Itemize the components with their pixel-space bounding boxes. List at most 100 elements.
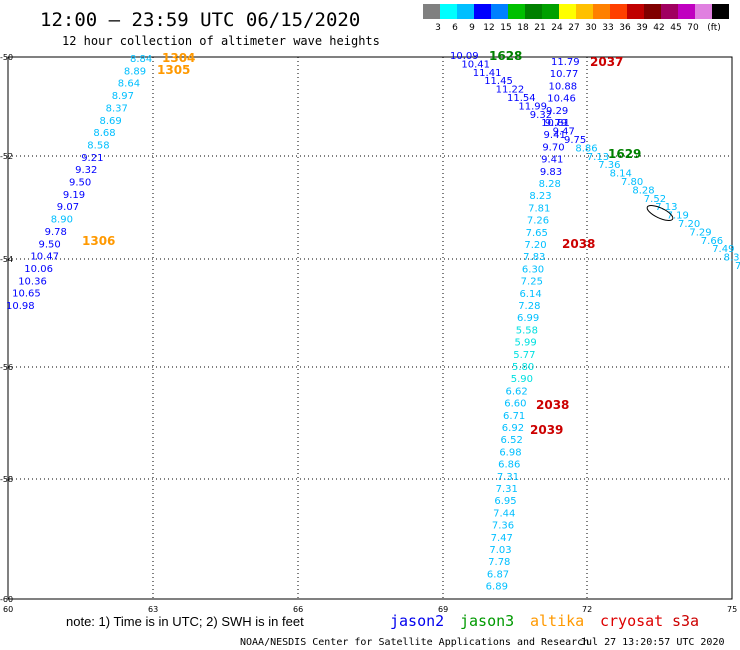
footer-credit: NOAA/NESDIS Center for Satellite Applica… bbox=[240, 637, 589, 648]
legend-label: 33 bbox=[602, 23, 613, 33]
legend-swatch bbox=[559, 4, 576, 19]
satellite-tracks: 8.848.898.648.978.378.698.688.589.219.32… bbox=[6, 49, 740, 593]
wave-height-value: 9.50 bbox=[39, 239, 61, 250]
wave-height-value: 6.52 bbox=[501, 435, 523, 446]
x-tick-label: 60 bbox=[3, 605, 13, 614]
wave-height-value: 7.29 bbox=[689, 227, 711, 238]
track-marker-icon bbox=[646, 205, 674, 221]
wave-height-value: 7.81 bbox=[528, 203, 550, 214]
wave-height-value: 9.19 bbox=[63, 190, 85, 201]
x-tick-label: 69 bbox=[438, 605, 448, 614]
legend-label: 39 bbox=[636, 23, 648, 33]
wave-height-value: 8.69 bbox=[100, 116, 122, 127]
legend-swatch bbox=[593, 4, 610, 19]
time-label: 2038 bbox=[562, 237, 595, 251]
map-title: 12:00 – 23:59 UTC 06/15/2020 bbox=[40, 9, 360, 31]
wave-height-value: 5.58 bbox=[516, 325, 538, 336]
wave-height-value: 9.21 bbox=[81, 153, 103, 164]
wave-height-value: 7.8 bbox=[735, 261, 740, 272]
track-diag: 10.0910.4111.4111.4511.2211.5411.999.321… bbox=[450, 49, 740, 272]
wave-height-value: 7.66 bbox=[701, 236, 723, 247]
axis-tick-labels: 60 63 66 69 72 75 -50 -52 -54 -56 -58 -60 bbox=[0, 53, 737, 614]
wave-height-value: 8.90 bbox=[51, 215, 73, 226]
mission-s3a: s3a bbox=[672, 612, 699, 630]
legend-swatch bbox=[457, 4, 474, 19]
wave-height-value: 9.47 bbox=[553, 127, 575, 138]
time-label: 1305 bbox=[157, 63, 190, 77]
wave-height-value: 7.13 bbox=[587, 152, 609, 163]
wave-height-value: 7.49 bbox=[712, 244, 734, 255]
wave-height-value: 7.44 bbox=[493, 508, 515, 519]
legend-label: 30 bbox=[585, 23, 597, 33]
wave-height-value: 6.30 bbox=[522, 264, 544, 275]
wave-height-value: 5.99 bbox=[514, 338, 536, 349]
time-label: 2037 bbox=[590, 55, 623, 69]
wave-height-value: 7.36 bbox=[598, 160, 620, 171]
wave-height-value: 5.77 bbox=[513, 350, 535, 361]
legend-label: 6 bbox=[452, 23, 458, 33]
wave-height-value: 8.37 bbox=[106, 103, 128, 114]
wave-height-value: 7.65 bbox=[526, 228, 548, 239]
legend-swatch bbox=[661, 4, 678, 19]
legend-swatch bbox=[712, 4, 729, 19]
legend-label: 21 bbox=[534, 23, 545, 33]
wave-height-value: 8.84 bbox=[130, 54, 152, 65]
time-label: 1629 bbox=[608, 147, 641, 161]
legend-label: 3 bbox=[435, 23, 441, 33]
wave-height-value: 6.71 bbox=[503, 411, 525, 422]
legend-swatch bbox=[542, 4, 559, 19]
wave-height-value: 7.20 bbox=[678, 219, 700, 230]
time-label: 1628 bbox=[489, 49, 522, 63]
wave-height-value: 10.65 bbox=[12, 289, 41, 300]
wave-height-value: 7.31 bbox=[497, 472, 519, 483]
wave-height-value: 7.20 bbox=[524, 240, 546, 251]
mission-altika: altika bbox=[530, 612, 584, 630]
wave-height-value: 11.22 bbox=[496, 85, 525, 96]
wave-height-value: 9.41 bbox=[541, 155, 563, 166]
wave-height-value: 7.83 bbox=[523, 252, 545, 263]
y-tick-label: -54 bbox=[0, 255, 13, 264]
legend-label: 24 bbox=[551, 23, 563, 33]
wave-height-value: 7.36 bbox=[492, 521, 514, 532]
wave-height-value: 8.33 bbox=[724, 253, 740, 264]
wave-height-value: 10.47 bbox=[30, 252, 59, 263]
legend-swatch bbox=[644, 4, 661, 19]
y-tick-label: -52 bbox=[0, 152, 13, 161]
wave-height-value: 5.80 bbox=[512, 362, 534, 373]
wave-height-value: 7.26 bbox=[527, 216, 549, 227]
legend-label: 70 bbox=[687, 23, 699, 33]
wave-height-value: 11.41 bbox=[473, 68, 502, 79]
wave-height-value: 9.32 bbox=[530, 110, 552, 121]
wave-height-value: 11.99 bbox=[518, 101, 547, 112]
wave-height-value: 10.98 bbox=[6, 301, 35, 312]
wave-height-value: 10.88 bbox=[549, 81, 578, 92]
legend-swatch bbox=[610, 4, 627, 19]
wave-height-value: 10.81 bbox=[541, 118, 570, 129]
legend-label: 15 bbox=[500, 23, 511, 33]
legend-label: 36 bbox=[619, 23, 631, 33]
wave-height-value: 6.14 bbox=[519, 289, 541, 300]
wave-height-value: 7.03 bbox=[489, 545, 511, 556]
x-tick-label: 63 bbox=[148, 605, 158, 614]
legend-swatch bbox=[491, 4, 508, 19]
time-label: 1306 bbox=[82, 234, 115, 248]
wave-height-value: 8.28 bbox=[539, 179, 561, 190]
time-label: 2039 bbox=[530, 423, 563, 437]
wave-height-value: 8.89 bbox=[124, 66, 146, 77]
wave-height-value: 9.07 bbox=[57, 202, 79, 213]
wave-height-value: 10.36 bbox=[18, 276, 47, 287]
wave-height-value: 8.14 bbox=[610, 169, 632, 180]
legend-label: 18 bbox=[517, 23, 529, 33]
wave-height-value: 9.41 bbox=[544, 130, 566, 141]
legend-label: (ft) bbox=[707, 23, 721, 33]
wave-height-value: 6.62 bbox=[506, 386, 528, 397]
wave-height-value: 8.97 bbox=[112, 91, 134, 102]
color-scale-legend: 3 6 9 12 15 18 21 24 27 30 33 36 39 42 45 70 (ft) bbox=[423, 4, 729, 33]
map-frame bbox=[7, 56, 733, 600]
track-vert: 11.7910.7710.8810.469.299.799.419.709.41… bbox=[486, 55, 624, 593]
legend-label: 42 bbox=[653, 23, 664, 33]
wave-height-value: 10.46 bbox=[547, 94, 576, 105]
wave-height-value: 5.90 bbox=[511, 374, 533, 385]
wave-height-value: 7.31 bbox=[496, 484, 518, 495]
